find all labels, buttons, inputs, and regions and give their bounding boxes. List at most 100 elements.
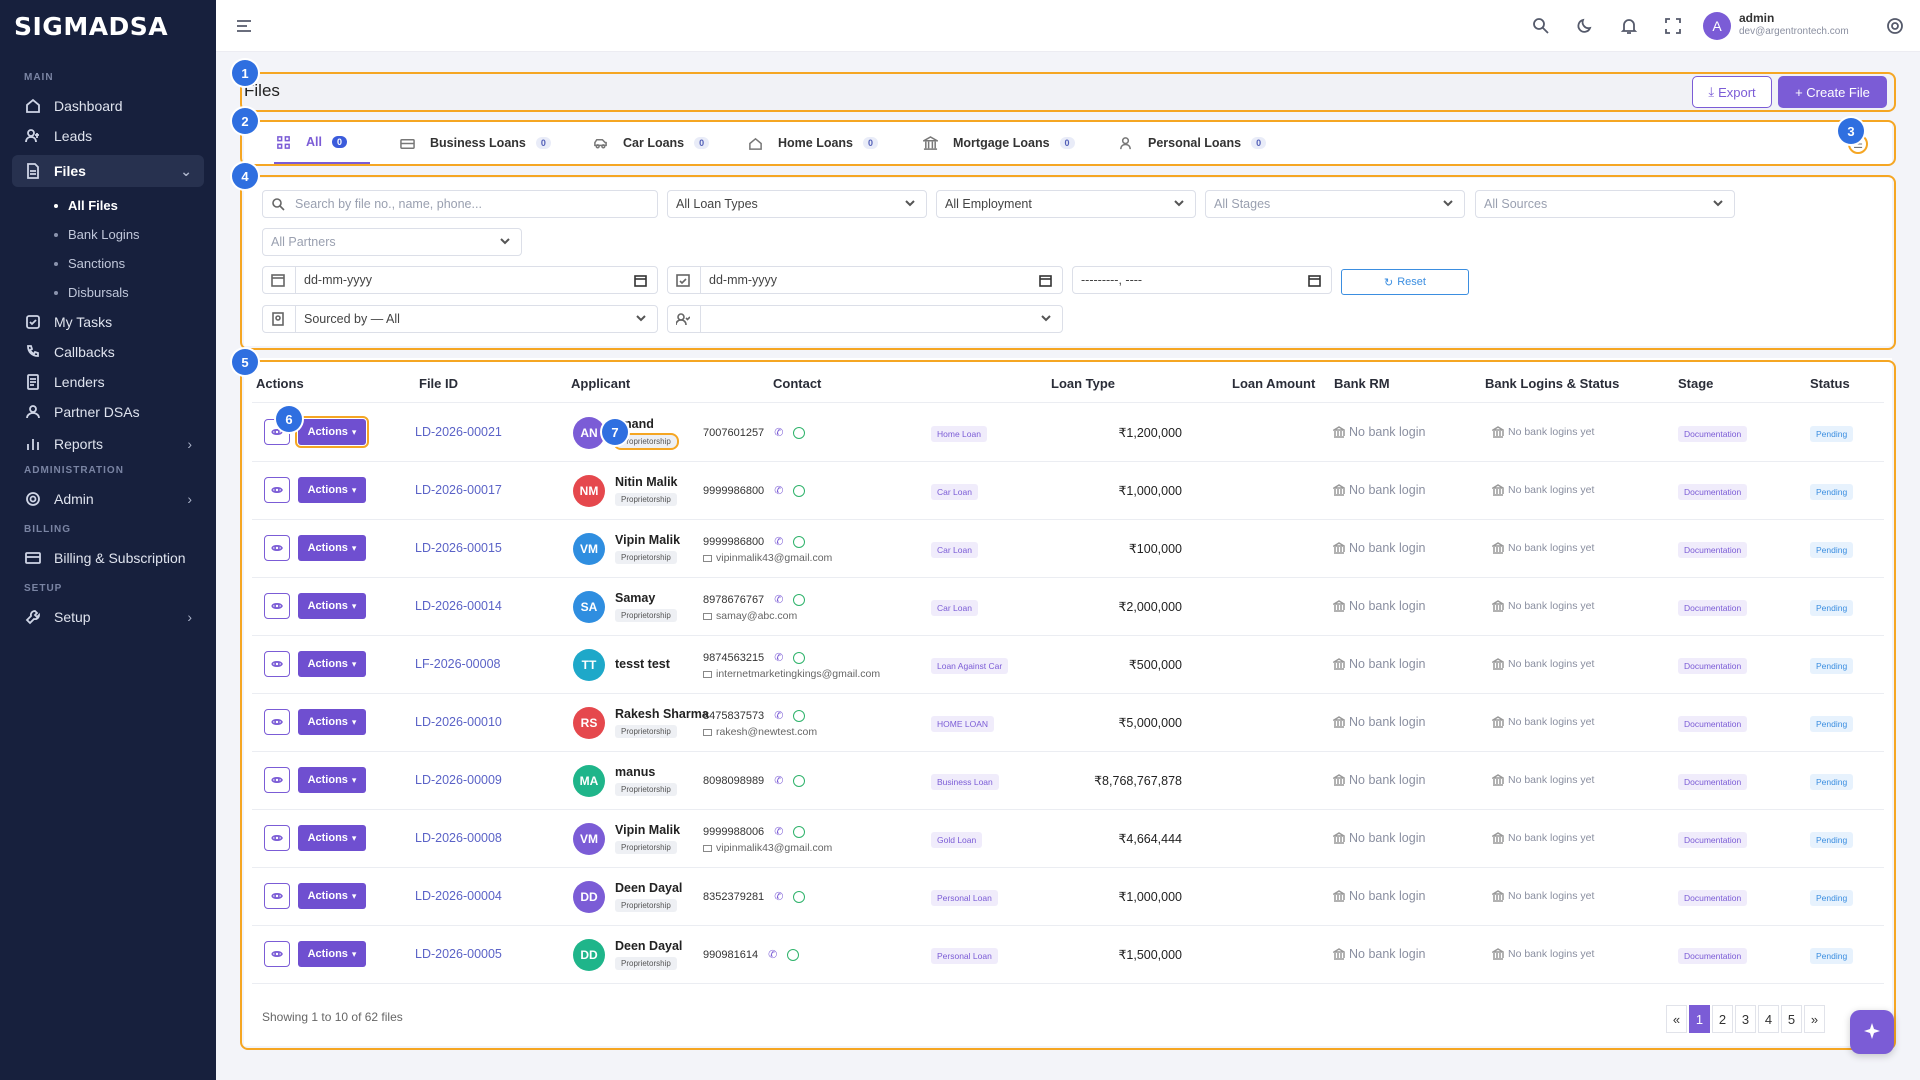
- search-input[interactable]: Search by file no., name, phone...: [262, 190, 658, 218]
- view-button[interactable]: [264, 709, 290, 735]
- view-button[interactable]: [264, 825, 290, 851]
- page-3[interactable]: 3: [1735, 1005, 1756, 1033]
- call-icon[interactable]: ✆: [774, 710, 784, 722]
- view-button[interactable]: [264, 883, 290, 909]
- call-icon[interactable]: ✆: [774, 427, 784, 439]
- actions-dropdown-button[interactable]: Actions ▾: [298, 651, 366, 677]
- whatsapp-icon[interactable]: [793, 484, 806, 497]
- create-file-button[interactable]: + Create File: [1778, 76, 1887, 108]
- actions-dropdown-button[interactable]: Actions ▾: [298, 825, 366, 851]
- date-to-input[interactable]: dd-mm-yyyy: [667, 266, 1063, 294]
- page-next[interactable]: »: [1804, 1005, 1825, 1033]
- file-id-link[interactable]: LD-2026-00009: [415, 773, 502, 787]
- file-id-link[interactable]: LF-2026-00008: [415, 657, 501, 671]
- call-icon[interactable]: ✆: [774, 652, 784, 664]
- actions-dropdown-button[interactable]: Actions ▾: [298, 593, 366, 619]
- view-button[interactable]: [264, 767, 290, 793]
- loan-types-select[interactable]: All Loan Types: [667, 190, 927, 218]
- view-button[interactable]: [264, 477, 290, 503]
- actions-dropdown-button[interactable]: Actions ▾: [298, 477, 366, 503]
- month-input[interactable]: ---------, ----: [1072, 266, 1332, 294]
- header-loan-type[interactable]: Loan Type: [1051, 376, 1116, 391]
- whatsapp-icon[interactable]: [793, 535, 806, 548]
- whatsapp-icon[interactable]: [793, 426, 806, 439]
- call-icon[interactable]: ✆: [774, 826, 784, 838]
- user-avatar[interactable]: A: [1703, 12, 1731, 40]
- file-id-link[interactable]: LD-2026-00014: [415, 599, 502, 613]
- header-status[interactable]: Status: [1810, 376, 1850, 391]
- search-icon[interactable]: [1531, 16, 1551, 36]
- sidebar-item-my-tasks[interactable]: My Tasks: [12, 307, 204, 337]
- actions-dropdown-button[interactable]: Actions ▾: [298, 709, 366, 735]
- whatsapp-icon[interactable]: [787, 948, 800, 961]
- tab-mortgage-loans[interactable]: Mortgage Loans 0: [921, 122, 1075, 164]
- call-icon[interactable]: ✆: [774, 536, 784, 548]
- header-file-id[interactable]: File ID: [419, 376, 459, 391]
- page-first[interactable]: «: [1666, 1005, 1687, 1033]
- sidebar-item-billing[interactable]: Billing & Subscription: [12, 543, 204, 573]
- calendar-picker-icon[interactable]: [634, 274, 647, 287]
- moon-icon[interactable]: [1575, 16, 1595, 36]
- actions-dropdown-button[interactable]: Actions ▾: [295, 416, 369, 448]
- sidebar-item-setup[interactable]: Setup ›: [12, 602, 204, 632]
- actions-dropdown-button[interactable]: Actions ▾: [298, 767, 366, 793]
- export-button[interactable]: ⤓ Export: [1692, 76, 1772, 108]
- sidebar-item-files[interactable]: Files ⌄: [12, 155, 204, 187]
- tab-business-loans[interactable]: Business Loans 0: [398, 122, 551, 164]
- file-id-link[interactable]: LD-2026-00005: [415, 947, 502, 961]
- header-loan-amount[interactable]: Loan Amount: [1232, 376, 1316, 391]
- file-id-link[interactable]: LD-2026-00004: [415, 889, 502, 903]
- stages-select[interactable]: All Stages: [1205, 190, 1465, 218]
- sidebar-item-lenders[interactable]: Lenders: [12, 367, 204, 397]
- calendar-picker-icon[interactable]: [1308, 274, 1321, 287]
- page-4[interactable]: 4: [1758, 1005, 1779, 1033]
- page-5[interactable]: 5: [1781, 1005, 1802, 1033]
- page-2[interactable]: 2: [1712, 1005, 1733, 1033]
- call-icon[interactable]: ✆: [774, 485, 784, 497]
- call-icon[interactable]: ✆: [774, 891, 784, 903]
- file-id-link[interactable]: LD-2026-00021: [415, 425, 502, 439]
- tab-all[interactable]: All 0: [274, 122, 370, 164]
- whatsapp-icon[interactable]: [793, 825, 806, 838]
- ai-assistant-button[interactable]: [1850, 1010, 1894, 1054]
- whatsapp-icon[interactable]: [793, 709, 806, 722]
- sidebar-item-admin[interactable]: Admin ›: [12, 484, 204, 514]
- settings-gear-icon[interactable]: [1885, 16, 1905, 36]
- sidebar-sub-disbursals[interactable]: Disbursals: [0, 278, 216, 307]
- menu-icon[interactable]: [234, 16, 254, 36]
- tab-home-loans[interactable]: Home Loans 0: [746, 122, 879, 164]
- sidebar-sub-sanctions[interactable]: Sanctions: [0, 249, 216, 278]
- call-icon[interactable]: ✆: [774, 775, 784, 787]
- file-id-link[interactable]: LD-2026-00008: [415, 831, 502, 845]
- sidebar-item-reports[interactable]: Reports ›: [12, 429, 204, 459]
- file-id-link[interactable]: LD-2026-00017: [415, 483, 502, 497]
- view-button[interactable]: [264, 651, 290, 677]
- page-1[interactable]: 1: [1689, 1005, 1710, 1033]
- whatsapp-icon[interactable]: [793, 593, 806, 606]
- sidebar-sub-bank-logins[interactable]: Bank Logins: [0, 220, 216, 249]
- view-button[interactable]: [264, 941, 290, 967]
- partners-select[interactable]: All Partners: [262, 228, 522, 256]
- sidebar-item-leads[interactable]: Leads: [12, 121, 204, 151]
- view-button[interactable]: [264, 535, 290, 561]
- sidebar-sub-all-files[interactable]: All Files: [0, 191, 216, 220]
- whatsapp-icon[interactable]: [793, 890, 806, 903]
- sidebar-item-partner-dsas[interactable]: Partner DSAs: [12, 397, 204, 427]
- file-id-link[interactable]: LD-2026-00010: [415, 715, 502, 729]
- assignee-select[interactable]: [667, 305, 1063, 333]
- sourced-by-select[interactable]: Sourced by — All: [262, 305, 658, 333]
- date-from-input[interactable]: dd-mm-yyyy: [262, 266, 658, 294]
- calendar-picker-icon[interactable]: [1039, 274, 1052, 287]
- whatsapp-icon[interactable]: [793, 774, 806, 787]
- tab-personal-loans[interactable]: Personal Loans 0: [1116, 122, 1267, 164]
- sources-select[interactable]: All Sources: [1475, 190, 1735, 218]
- sidebar-item-dashboard[interactable]: Dashboard: [12, 91, 204, 121]
- actions-dropdown-button[interactable]: Actions ▾: [298, 941, 366, 967]
- bell-icon[interactable]: [1619, 16, 1639, 36]
- whatsapp-icon[interactable]: [793, 651, 806, 664]
- tab-car-loans[interactable]: Car Loans 0: [591, 122, 710, 164]
- sidebar-item-callbacks[interactable]: Callbacks: [12, 337, 204, 367]
- view-button[interactable]: [264, 593, 290, 619]
- call-icon[interactable]: ✆: [768, 949, 778, 961]
- actions-dropdown-button[interactable]: Actions ▾: [298, 883, 366, 909]
